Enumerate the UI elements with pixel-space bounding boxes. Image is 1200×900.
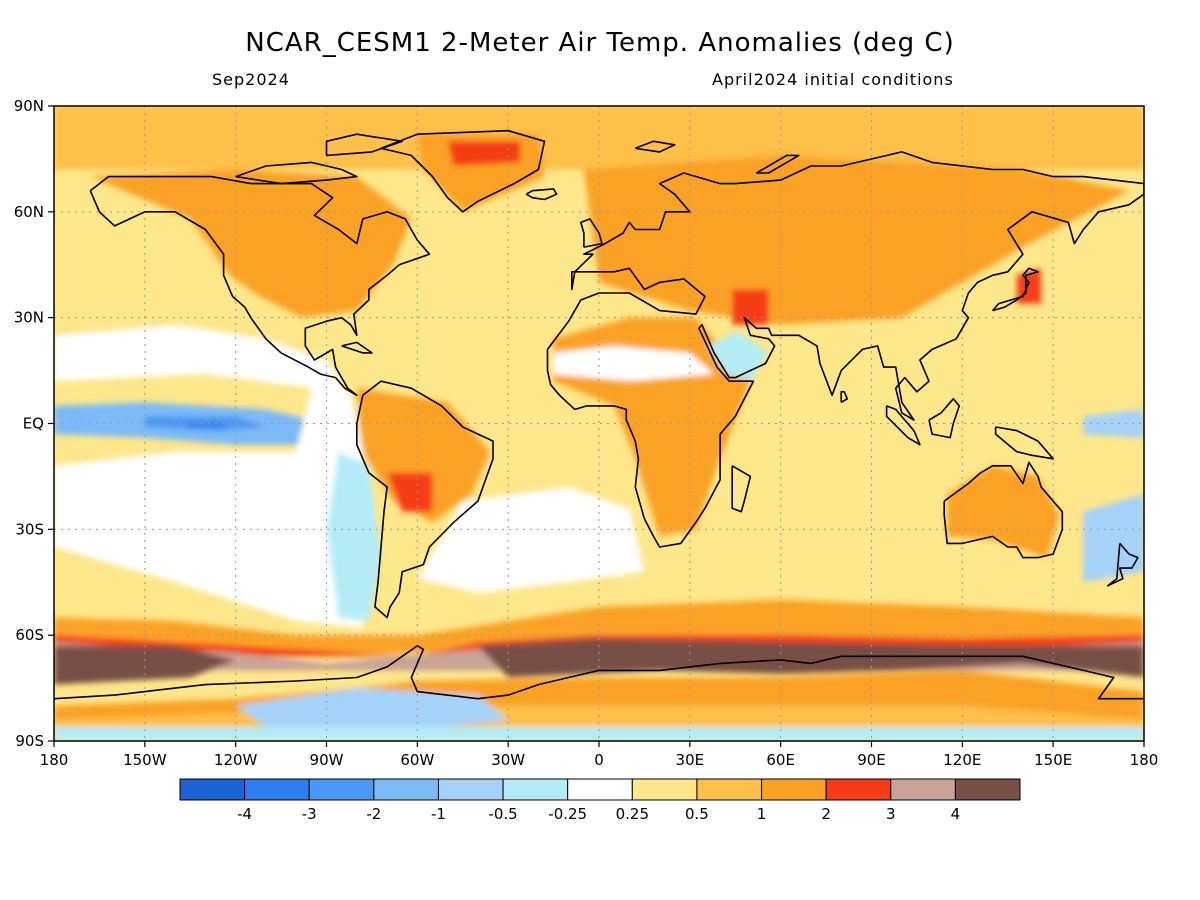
anomaly-region-greenland-hot bbox=[447, 141, 521, 166]
colorbar-label: -3 bbox=[302, 805, 317, 823]
colorbar-swatch bbox=[373, 778, 439, 801]
coastline-borneo bbox=[928, 397, 961, 439]
anomaly-region-tropical-pacific-coldest bbox=[187, 423, 224, 429]
coastline-uk bbox=[579, 218, 603, 248]
colorbar-swatch bbox=[890, 778, 956, 801]
colorbar-swatch bbox=[244, 778, 310, 801]
lon-tick-label: 150E bbox=[1034, 751, 1072, 769]
colorbar-label: -0.25 bbox=[548, 805, 587, 823]
colorbar-label: 2 bbox=[821, 805, 831, 823]
lat-tick-label: 90S bbox=[15, 732, 44, 750]
coastline-arctic-archipelago bbox=[235, 161, 358, 185]
coastline-africa-eurasia bbox=[546, 151, 1144, 548]
lat-tick-label: 30N bbox=[14, 309, 44, 327]
coastline-madagascar bbox=[731, 465, 752, 513]
lon-tick-label: 120W bbox=[214, 751, 258, 769]
lat-tick-label: 60N bbox=[14, 203, 44, 221]
coastline-cuba bbox=[341, 341, 373, 354]
coastline-japan bbox=[991, 267, 1039, 312]
anomaly-region-eurasia-warm bbox=[583, 155, 1129, 325]
lon-tick-label: 120E bbox=[943, 751, 981, 769]
colorbar-swatch bbox=[761, 778, 827, 801]
coastline-north-america bbox=[89, 175, 431, 397]
colorbar-label: -0.5 bbox=[488, 805, 517, 823]
coastline-new-guinea bbox=[994, 426, 1054, 460]
coastline-sumatra bbox=[885, 405, 921, 446]
anomaly-region-iran-hot bbox=[732, 289, 769, 325]
lon-tick-label: 180 bbox=[40, 751, 69, 769]
lon-tick-label: 90E bbox=[857, 751, 886, 769]
initial-conditions: April2024 initial conditions bbox=[712, 70, 954, 89]
coastline-svalbard bbox=[635, 140, 676, 153]
colorbar-swatch bbox=[631, 778, 698, 801]
anomaly-region-south-america-hot bbox=[387, 472, 433, 512]
colorbar-swatch bbox=[308, 778, 375, 801]
forecast-month: Sep2024 bbox=[212, 70, 290, 89]
coastline-south-america bbox=[355, 380, 494, 619]
colorbar-swatch bbox=[825, 778, 892, 801]
coastline-new-zealand bbox=[1106, 542, 1139, 587]
coastline-australia bbox=[943, 461, 1064, 559]
anomaly-region-warm-pool-cool bbox=[1083, 409, 1144, 438]
lat-tick-label: 30S bbox=[15, 520, 44, 538]
lon-tick-label: 60E bbox=[766, 751, 795, 769]
colorbar-swatch bbox=[502, 778, 569, 801]
coastline-ellesmere bbox=[325, 133, 404, 157]
colorbar-swatch bbox=[437, 778, 504, 801]
lat-tick-label: 90N bbox=[14, 97, 44, 115]
colorbar-label: -4 bbox=[237, 805, 252, 823]
colorbar-swatch bbox=[954, 778, 1021, 801]
colorbar-label: 3 bbox=[886, 805, 896, 823]
coastline-novaya-zemlya bbox=[756, 154, 800, 174]
anomaly-region-north-america-warm bbox=[90, 169, 412, 318]
lat-tick-label: 60S bbox=[15, 626, 44, 644]
lon-tick-label: 30E bbox=[676, 751, 705, 769]
lon-tick-label: 150W bbox=[123, 751, 167, 769]
lon-tick-label: 60W bbox=[400, 751, 434, 769]
lon-tick-label: 180 bbox=[1130, 751, 1159, 769]
coastline-layer bbox=[54, 129, 1144, 700]
colorbar-label: 4 bbox=[951, 805, 961, 823]
colorbar-swatch bbox=[179, 778, 246, 801]
colorbar-label: -1 bbox=[431, 805, 446, 823]
lon-tick-label: 90W bbox=[310, 751, 344, 769]
lon-tick-label: 30W bbox=[491, 751, 525, 769]
colorbar-label: 0.25 bbox=[616, 805, 649, 823]
anomaly-region-southern-ocean-brown-east bbox=[477, 638, 1144, 678]
anomaly-region-south-atlantic-neutral bbox=[417, 487, 645, 593]
colorbar-swatch bbox=[567, 778, 633, 801]
anomaly-region-east-pacific-neutral bbox=[54, 324, 363, 629]
coastline-iceland bbox=[525, 188, 558, 201]
anomaly-region-southwest-pacific-cool bbox=[1083, 494, 1144, 583]
colorbar-label: 1 bbox=[757, 805, 767, 823]
colorbar: -4 -3 -2 -1 -0.5 -0.25 0.25 0.5 1 2 3 4 bbox=[179, 778, 1021, 823]
coastline-sri-lanka bbox=[840, 390, 849, 403]
anomaly-region-arctic-ocean-warm bbox=[54, 106, 1144, 170]
anomaly-region-sahara-neutral bbox=[553, 345, 715, 382]
anomaly-region-australia-warm bbox=[947, 465, 1060, 558]
colorbar-label: -2 bbox=[366, 805, 381, 823]
anomaly-region-southern-ocean-brown-west bbox=[54, 645, 236, 685]
map-title: NCAR_CESM1 2-Meter Air Temp. Anomalies (… bbox=[245, 28, 955, 58]
colorbar-label: 0.5 bbox=[685, 805, 709, 823]
anomaly-region-chile-coast-cool bbox=[326, 451, 381, 622]
anomaly-region-west-antarctica-cool bbox=[235, 688, 509, 734]
lon-tick-label: 0 bbox=[594, 751, 604, 769]
coastline-antarctica bbox=[54, 644, 1144, 700]
coastline-greenland bbox=[380, 129, 546, 213]
lat-tick-label: EQ bbox=[23, 415, 44, 433]
colorbar-swatch bbox=[696, 778, 763, 801]
anomaly-region-indian-ocean-neutral bbox=[720, 458, 933, 572]
